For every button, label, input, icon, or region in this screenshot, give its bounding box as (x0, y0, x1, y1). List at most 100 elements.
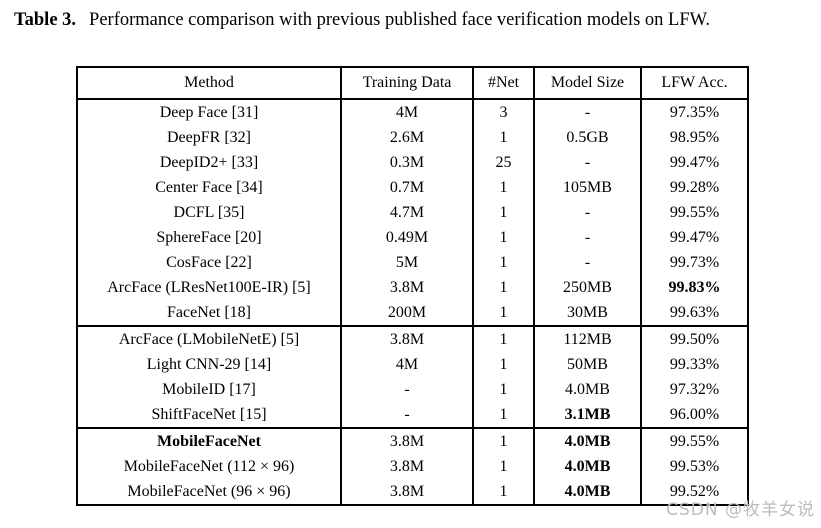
cell-lfw-acc: 99.83% (640, 275, 748, 300)
cell-method: ArcFace (LResNet100E-IR) [5] (107, 278, 311, 296)
cell-training-data: 5M (340, 250, 473, 275)
cell-lfw-acc: 96.00% (640, 402, 748, 428)
cell-training-data: 3.8M (340, 454, 473, 479)
cell-net: 1 (472, 427, 534, 454)
col-header-model-size: Model Size (533, 67, 641, 100)
table-row: Deep Face [31] 4M 3 - 97.35% (77, 99, 748, 125)
cell-net: 1 (472, 200, 534, 225)
table-row: ShiftFaceNet [15] - 1 3.1MB 96.00% (77, 402, 748, 428)
cell-training-data: - (340, 377, 473, 402)
cell-training-data: 2.6M (340, 125, 473, 150)
cell-model-size: 3.1MB (533, 402, 641, 428)
table-row: CosFace [22] 5M 1 - 99.73% (77, 250, 748, 275)
cell-net: 1 (472, 175, 534, 200)
table-row: ArcFace (LResNet100E-IR) [5] 3.8M 1 250M… (77, 275, 748, 300)
cell-model-size: 112MB (533, 325, 641, 352)
cell-training-data: 200M (340, 300, 473, 326)
cell-lfw-acc: 99.47% (640, 225, 748, 250)
header-row: Method Training Data #Net Model Size LFW… (77, 67, 748, 100)
cell-method: ShiftFaceNet [15] (151, 405, 267, 423)
cell-net: 1 (472, 352, 534, 377)
cell-method: DeepFR [32] (167, 128, 251, 146)
cell-lfw-acc: 97.35% (640, 99, 748, 125)
results-table: Method Training Data #Net Model Size LFW… (76, 66, 749, 506)
cell-training-data: 3.8M (340, 427, 473, 454)
col-header-training-data: Training Data (340, 67, 473, 100)
cell-model-size: 250MB (533, 275, 641, 300)
cell-net: 1 (472, 250, 534, 275)
cell-method: DeepID2+ [33] (159, 153, 259, 171)
cell-net: 1 (472, 325, 534, 352)
table-row: MobileFaceNet (96 × 96) 3.8M 1 4.0MB 99.… (77, 479, 748, 505)
cell-net: 25 (472, 150, 534, 175)
cell-model-size: - (533, 225, 641, 250)
cell-lfw-acc: 99.55% (640, 200, 748, 225)
cell-net: 1 (472, 479, 534, 505)
cell-training-data: 3.8M (340, 275, 473, 300)
cell-training-data: 3.8M (340, 325, 473, 352)
table-caption-label: Table 3. (14, 10, 77, 30)
table-row: DCFL [35] 4.7M 1 - 99.55% (77, 200, 748, 225)
cell-training-data: 4M (340, 99, 473, 125)
cell-model-size: - (533, 150, 641, 175)
cell-method: Light CNN-29 [14] (146, 355, 272, 373)
cell-training-data: 4.7M (340, 200, 473, 225)
cell-model-size: 50MB (533, 352, 641, 377)
cell-lfw-acc: 99.73% (640, 250, 748, 275)
cell-lfw-acc: 99.53% (640, 454, 748, 479)
cell-model-size: - (533, 200, 641, 225)
cell-method: MobileFaceNet (77, 427, 341, 454)
cell-net: 1 (472, 125, 534, 150)
cell-net: 1 (472, 275, 534, 300)
table-row: MobileFaceNet (112 × 96) 3.8M 1 4.0MB 99… (77, 454, 748, 479)
table-row: ArcFace (LMobileNetE) [5] 3.8M 1 112MB 9… (77, 325, 748, 352)
cell-lfw-acc: 98.95% (640, 125, 748, 150)
cell-method: MobileFaceNet (96 × 96) (127, 482, 291, 500)
cell-lfw-acc: 99.55% (640, 427, 748, 454)
cell-net: 1 (472, 300, 534, 326)
cell-training-data: 0.49M (340, 225, 473, 250)
col-header-method: Method (77, 67, 341, 100)
table-caption: Table 3. Performance comparison with prev… (14, 10, 710, 31)
cell-model-size: 4.0MB (533, 479, 641, 505)
cell-method: SphereFace [20] (156, 228, 262, 246)
cell-model-size: 4.0MB (533, 427, 641, 454)
cell-net: 1 (472, 454, 534, 479)
cell-method: CosFace [22] (166, 253, 252, 271)
cell-model-size: 0.5GB (533, 125, 641, 150)
cell-net: 1 (472, 402, 534, 428)
cell-method: Deep Face [31] (159, 103, 259, 121)
table-row: Center Face [34] 0.7M 1 105MB 99.28% (77, 175, 748, 200)
table-caption-text: Performance comparison with previous pub… (89, 10, 710, 30)
cell-training-data: - (340, 402, 473, 428)
cell-model-size: 30MB (533, 300, 641, 326)
cell-lfw-acc: 97.32% (640, 377, 748, 402)
cell-method: DCFL [35] (173, 203, 245, 221)
cell-training-data: 0.7M (340, 175, 473, 200)
cell-lfw-acc: 99.63% (640, 300, 748, 326)
cell-method: ArcFace (LMobileNetE) [5] (77, 325, 341, 352)
cell-net: 3 (472, 99, 534, 125)
cell-model-size: 4.0MB (533, 377, 641, 402)
table-row: SphereFace [20] 0.49M 1 - 99.47% (77, 225, 748, 250)
col-header-lfw-acc: LFW Acc. (640, 67, 748, 100)
cell-method: MobileFaceNet (112 × 96) (123, 457, 295, 475)
cell-lfw-acc: 99.50% (640, 325, 748, 352)
table-row: MobileFaceNet 3.8M 1 4.0MB 99.55% (77, 427, 748, 454)
cell-training-data: 0.3M (340, 150, 473, 175)
table-row: MobileID [17] - 1 4.0MB 97.32% (77, 377, 748, 402)
cell-model-size: - (533, 250, 641, 275)
cell-net: 1 (472, 225, 534, 250)
col-header-net: #Net (472, 67, 534, 100)
cell-model-size: 4.0MB (533, 454, 641, 479)
watermark: CSDN @牧羊女说 (666, 500, 815, 520)
cell-method: MobileID [17] (162, 380, 256, 398)
cell-lfw-acc: 99.52% (640, 479, 748, 505)
table-row: Light CNN-29 [14] 4M 1 50MB 99.33% (77, 352, 748, 377)
table-row: FaceNet [18] 200M 1 30MB 99.63% (77, 300, 748, 326)
cell-method: FaceNet [18] (167, 303, 251, 321)
cell-method: Center Face [34] (155, 178, 263, 196)
cell-model-size: 105MB (533, 175, 641, 200)
table-row: DeepID2+ [33] 0.3M 25 - 99.47% (77, 150, 748, 175)
cell-lfw-acc: 99.33% (640, 352, 748, 377)
